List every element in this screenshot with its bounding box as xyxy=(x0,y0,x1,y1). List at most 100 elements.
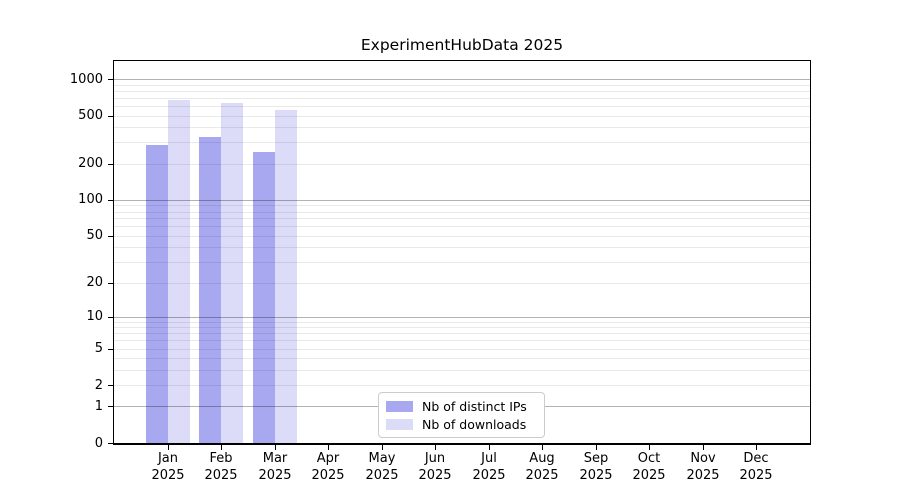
y-tick-label: 10 xyxy=(86,309,103,324)
minor-gridline xyxy=(114,106,810,107)
x-tick-month: Jun xyxy=(424,451,446,466)
major-gridline xyxy=(114,200,810,201)
x-tick-month: Sep xyxy=(583,451,609,466)
x-tick-mark xyxy=(703,445,704,450)
minor-gridline xyxy=(114,322,810,323)
minor-gridline xyxy=(114,262,810,263)
x-tick-mark xyxy=(275,445,276,450)
bar-distinct-ips-jan xyxy=(145,145,168,443)
x-tick-label: Jan 2025 xyxy=(141,451,195,484)
y-tick-mark xyxy=(108,385,114,386)
x-tick-mark xyxy=(489,445,490,450)
y-tick-label: 20 xyxy=(86,275,103,290)
x-tick-month: Jan xyxy=(157,451,179,466)
minor-gridline xyxy=(114,226,810,227)
major-gridline xyxy=(114,317,810,318)
minor-gridline xyxy=(114,127,810,128)
x-tick-mark xyxy=(328,445,329,450)
x-tick-month: Aug xyxy=(529,451,555,466)
x-tick-label: May 2025 xyxy=(355,451,409,484)
x-tick-year: 2025 xyxy=(525,467,559,483)
x-tick-month: Feb xyxy=(209,451,233,466)
y-tick-label: 50 xyxy=(86,228,103,243)
x-tick-month: Dec xyxy=(743,451,769,466)
y-tick-label: 100 xyxy=(78,192,103,207)
minor-gridline xyxy=(114,164,810,165)
y-tick-label: 0 xyxy=(94,436,103,451)
minor-gridline xyxy=(114,358,810,359)
x-tick-label: Nov 2025 xyxy=(676,451,730,484)
x-tick-mark xyxy=(596,445,597,450)
plot-area xyxy=(113,60,811,445)
x-tick-label: Sep 2025 xyxy=(569,451,623,484)
x-tick-mark xyxy=(756,445,757,450)
y-tick-mark xyxy=(108,236,114,237)
x-tick-year: 2025 xyxy=(418,467,452,483)
legend-swatch-distinct-ips-icon xyxy=(386,400,413,412)
x-tick-month: Mar xyxy=(262,451,288,466)
x-tick-mark xyxy=(542,445,543,450)
y-tick-mark xyxy=(108,200,114,201)
x-tick-label: Dec 2025 xyxy=(729,451,783,484)
x-tick-mark xyxy=(649,445,650,450)
chart-title: ExperimentHubData 2025 xyxy=(360,36,564,54)
y-tick-mark xyxy=(108,283,114,284)
minor-gridline xyxy=(114,91,810,92)
minor-gridline xyxy=(114,85,810,86)
y-tick-label: 500 xyxy=(78,108,103,123)
legend-label-distinct-ips: Nb of distinct IPs xyxy=(422,398,527,414)
minor-gridline xyxy=(114,247,810,248)
x-tick-mark xyxy=(221,445,222,450)
x-tick-month: May xyxy=(368,451,396,466)
y-tick-mark xyxy=(108,164,114,165)
y-tick-label: 5 xyxy=(94,341,103,356)
bar-downloads-feb xyxy=(221,103,244,443)
y-tick-mark xyxy=(108,116,114,117)
x-tick-year: 2025 xyxy=(632,467,666,483)
bar-distinct-ips-mar xyxy=(252,151,275,443)
x-tick-mark xyxy=(168,445,169,450)
major-gridline xyxy=(114,79,810,80)
x-tick-month: Nov xyxy=(690,451,716,466)
legend-item-distinct-ips: Nb of distinct IPs xyxy=(386,399,544,414)
legend-label-downloads: Nb of downloads xyxy=(422,416,527,432)
legend-item-downloads: Nb of downloads xyxy=(386,417,544,432)
minor-gridline xyxy=(114,385,810,386)
x-tick-month: Apr xyxy=(316,451,340,466)
bar-downloads-jan xyxy=(167,99,190,443)
x-tick-label: Jun 2025 xyxy=(408,451,462,484)
minor-gridline xyxy=(114,116,810,117)
bar-distinct-ips-feb xyxy=(199,137,222,443)
x-tick-month: Jul xyxy=(481,451,497,466)
bar-downloads-mar xyxy=(274,110,297,443)
y-tick-label: 1 xyxy=(94,399,103,414)
x-tick-label: Mar 2025 xyxy=(248,451,302,484)
x-tick-month: Oct xyxy=(637,451,661,466)
x-tick-label: Jul 2025 xyxy=(462,451,516,484)
y-tick-mark xyxy=(108,349,114,350)
x-tick-year: 2025 xyxy=(686,467,720,483)
y-tick-mark xyxy=(108,317,114,318)
x-tick-label: Feb 2025 xyxy=(194,451,248,484)
x-tick-year: 2025 xyxy=(365,467,399,483)
x-tick-year: 2025 xyxy=(151,467,185,483)
minor-gridline xyxy=(114,283,810,284)
y-tick-label: 1000 xyxy=(69,72,103,87)
x-tick-mark xyxy=(382,445,383,450)
minor-gridline xyxy=(114,333,810,334)
x-tick-label: Apr 2025 xyxy=(301,451,355,484)
minor-gridline xyxy=(114,205,810,206)
x-tick-year: 2025 xyxy=(258,467,292,483)
minor-gridline xyxy=(114,142,810,143)
minor-gridline xyxy=(114,98,810,99)
y-tick-label: 200 xyxy=(78,156,103,171)
x-tick-year: 2025 xyxy=(204,467,238,483)
x-tick-label: Aug 2025 xyxy=(515,451,569,484)
minor-gridline xyxy=(114,370,810,371)
minor-gridline xyxy=(114,327,810,328)
minor-gridline xyxy=(114,218,810,219)
minor-gridline xyxy=(114,340,810,341)
y-tick-label: 2 xyxy=(94,378,103,393)
y-tick-mark xyxy=(108,79,114,80)
